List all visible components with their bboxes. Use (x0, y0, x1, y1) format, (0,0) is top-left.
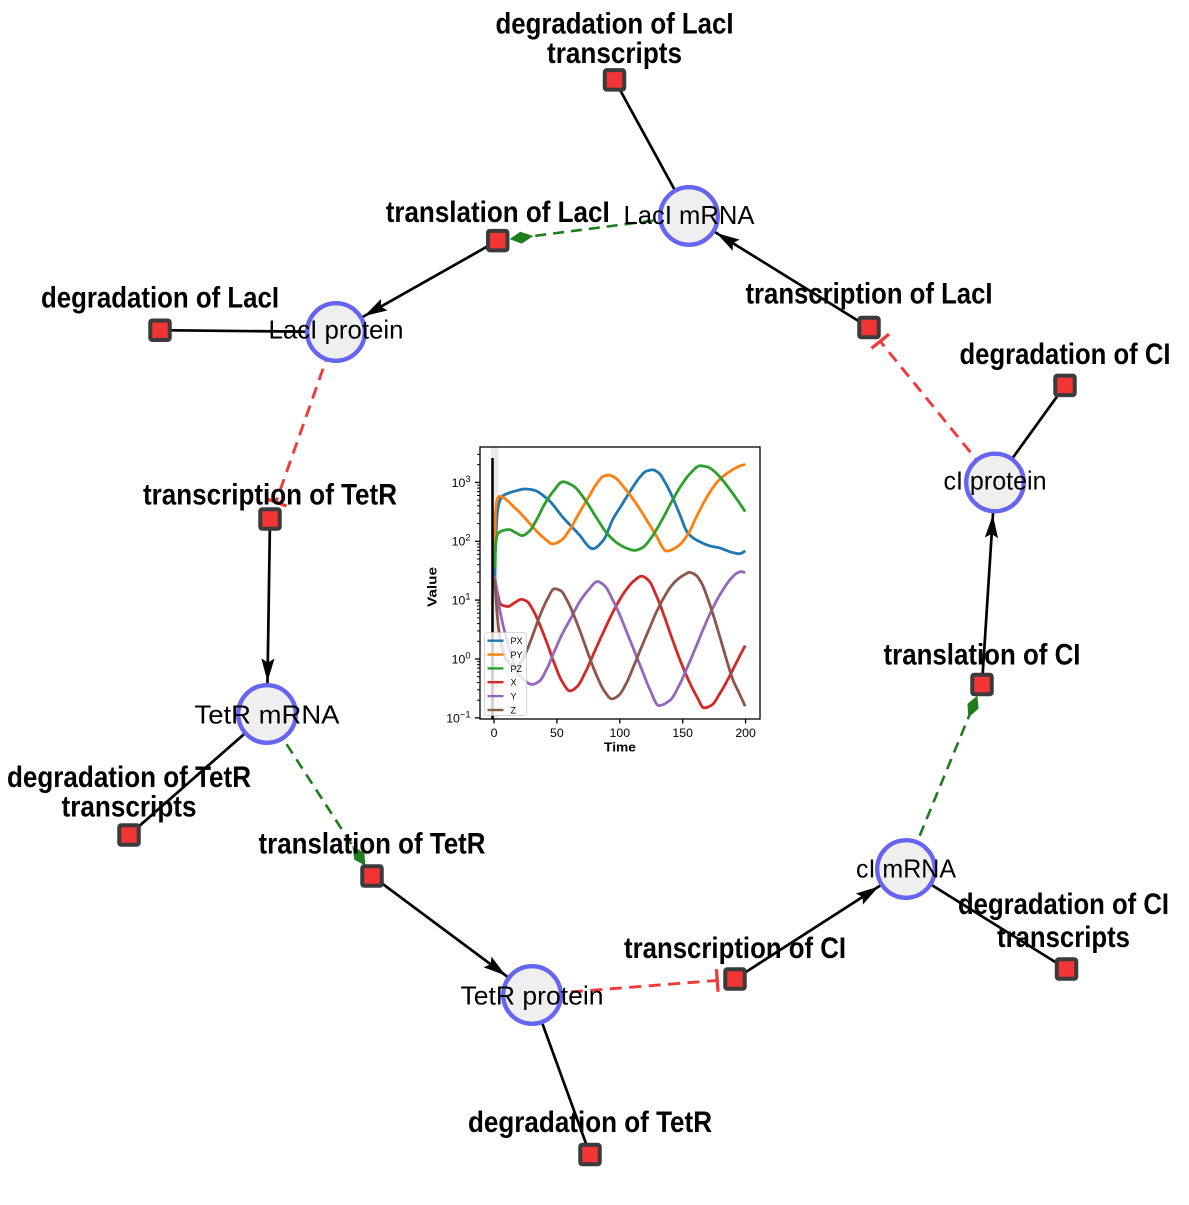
svg-text:degradation of CI: degradation of CI (960, 338, 1171, 371)
svg-text:transcripts: transcripts (997, 921, 1130, 954)
svg-text:transcripts: transcripts (547, 37, 682, 70)
svg-text:TetR mRNA: TetR mRNA (195, 700, 341, 730)
svg-text:transcripts: transcripts (62, 791, 197, 824)
svg-text:Z: Z (511, 705, 517, 715)
svg-text:Value: Value (426, 567, 440, 607)
svg-text:Time: Time (604, 740, 636, 754)
svg-text:degradation of TetR: degradation of TetR (468, 1106, 712, 1139)
svg-text:PY: PY (511, 650, 523, 660)
svg-text:50: 50 (550, 726, 564, 740)
svg-text:LacI mRNA: LacI mRNA (624, 200, 756, 230)
svg-text:200: 200 (735, 726, 756, 740)
svg-text:TetR protein: TetR protein (461, 980, 604, 1010)
svg-text:transcription of CI: transcription of CI (624, 932, 846, 965)
svg-text:PZ: PZ (511, 664, 523, 674)
svg-text:150: 150 (672, 726, 693, 740)
svg-text:degradation of LacI: degradation of LacI (496, 8, 734, 41)
svg-text:Y: Y (511, 692, 517, 702)
svg-text:PX: PX (511, 636, 523, 646)
svg-text:translation of CI: translation of CI (884, 639, 1081, 672)
svg-text:LacI protein: LacI protein (269, 315, 404, 345)
svg-text:translation of TetR: translation of TetR (259, 828, 486, 861)
svg-text:cI mRNA: cI mRNA (856, 854, 957, 884)
svg-text:transcription of LacI: transcription of LacI (746, 278, 993, 311)
svg-text:translation of LacI: translation of LacI (386, 196, 610, 229)
svg-text:degradation of TetR: degradation of TetR (7, 761, 251, 794)
svg-text:X: X (511, 678, 517, 688)
svg-text:transcription of TetR: transcription of TetR (143, 478, 397, 511)
svg-text:0: 0 (491, 726, 498, 740)
svg-text:degradation of CI: degradation of CI (958, 888, 1169, 921)
svg-text:cI protein: cI protein (944, 466, 1047, 496)
svg-text:degradation of LacI: degradation of LacI (41, 281, 279, 314)
svg-text:100: 100 (610, 726, 631, 740)
